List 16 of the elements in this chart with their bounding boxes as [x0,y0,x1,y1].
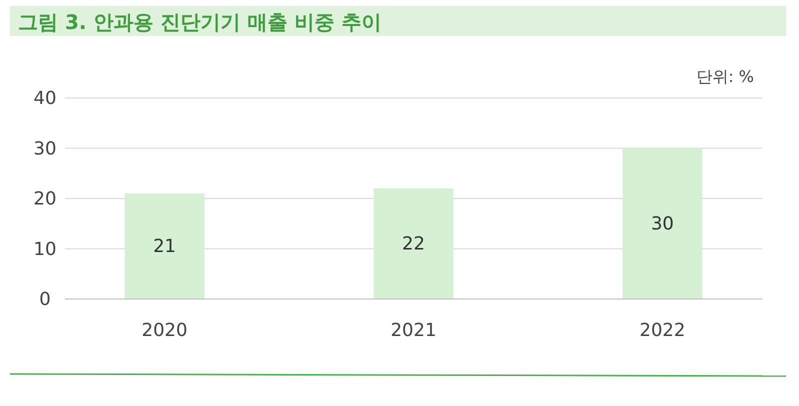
y-tick-label: 30 [34,138,56,160]
chart-title: 그림 3. 안과용 진단기기 매출 비중 추이 [18,10,382,34]
y-tick-label: 0 [39,289,51,310]
x-tick-label: 2021 [390,320,436,341]
data-label: 21 [153,236,176,258]
y-tick-label: 40 [34,88,56,109]
x-tick-label: 2022 [640,320,686,341]
data-label: 22 [402,234,425,255]
y-tick-label: 20 [34,188,56,210]
bar [124,193,204,299]
y-tick-label: 10 [34,238,56,260]
bar [374,188,454,299]
data-label: 30 [650,214,674,235]
text: 단위: % [696,67,754,86]
bar [622,148,702,299]
x-tick-label: 2020 [142,320,188,341]
